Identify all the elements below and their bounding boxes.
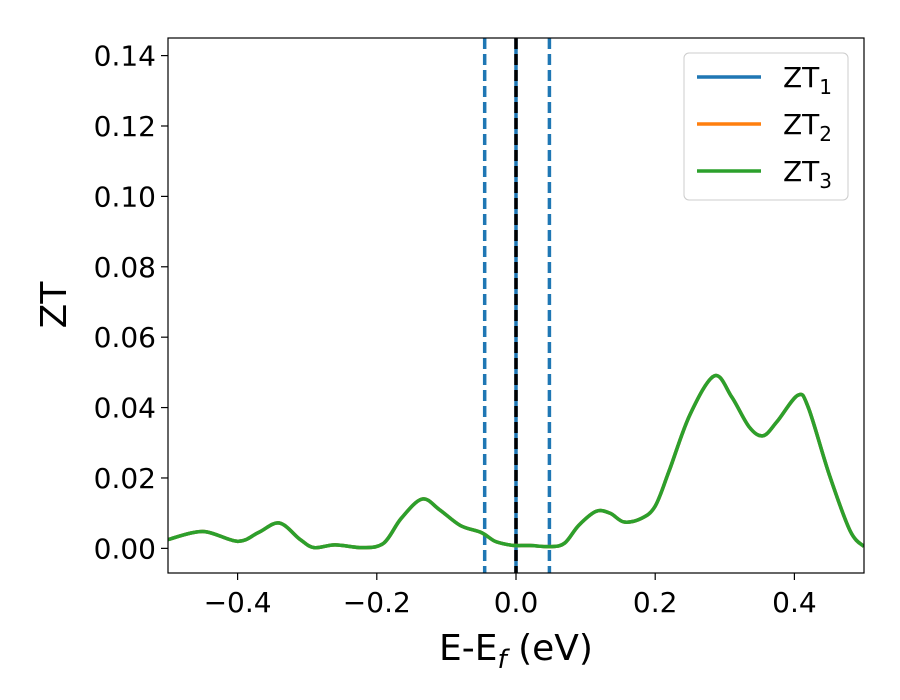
x-tick-label: 0.2 xyxy=(633,586,678,619)
x-tick-label: −0.2 xyxy=(343,586,411,619)
x-axis-label: E-Ef (eV) xyxy=(439,628,593,675)
y-tick-label: 0.12 xyxy=(94,110,156,143)
x-tick-label: −0.4 xyxy=(204,586,272,619)
y-tick-label: 0.04 xyxy=(94,392,156,425)
plot-area xyxy=(167,37,865,574)
y-tick-label: 0.00 xyxy=(94,532,156,565)
reference-lines xyxy=(482,38,552,573)
y-axis-label: ZT xyxy=(34,281,75,329)
y-tick-label: 0.14 xyxy=(94,40,156,73)
x-axis-ticks: −0.4 −0.2 0.0 0.2 0.4 xyxy=(204,573,817,619)
legend-label-ZT1: ZT1 xyxy=(783,61,832,99)
series-line-ZT3 xyxy=(168,373,864,550)
legend-label-ZT3: ZT3 xyxy=(783,155,832,193)
legend: ZT1 ZT2 ZT3 xyxy=(683,52,849,201)
x-tick-label: 0.4 xyxy=(772,586,817,619)
y-tick-label: 0.06 xyxy=(94,321,156,354)
series-lines xyxy=(168,373,864,550)
y-axis-ticks: 0.00 0.02 0.04 0.06 0.08 0.10 0.12 0.14 xyxy=(94,40,168,565)
x-tick-label: 0.0 xyxy=(494,586,539,619)
y-tick-label: 0.08 xyxy=(94,251,156,284)
legend-label-ZT2: ZT2 xyxy=(783,108,832,146)
y-tick-label: 0.10 xyxy=(94,180,156,213)
legend-box xyxy=(683,52,849,201)
y-tick-label: 0.02 xyxy=(94,462,156,495)
